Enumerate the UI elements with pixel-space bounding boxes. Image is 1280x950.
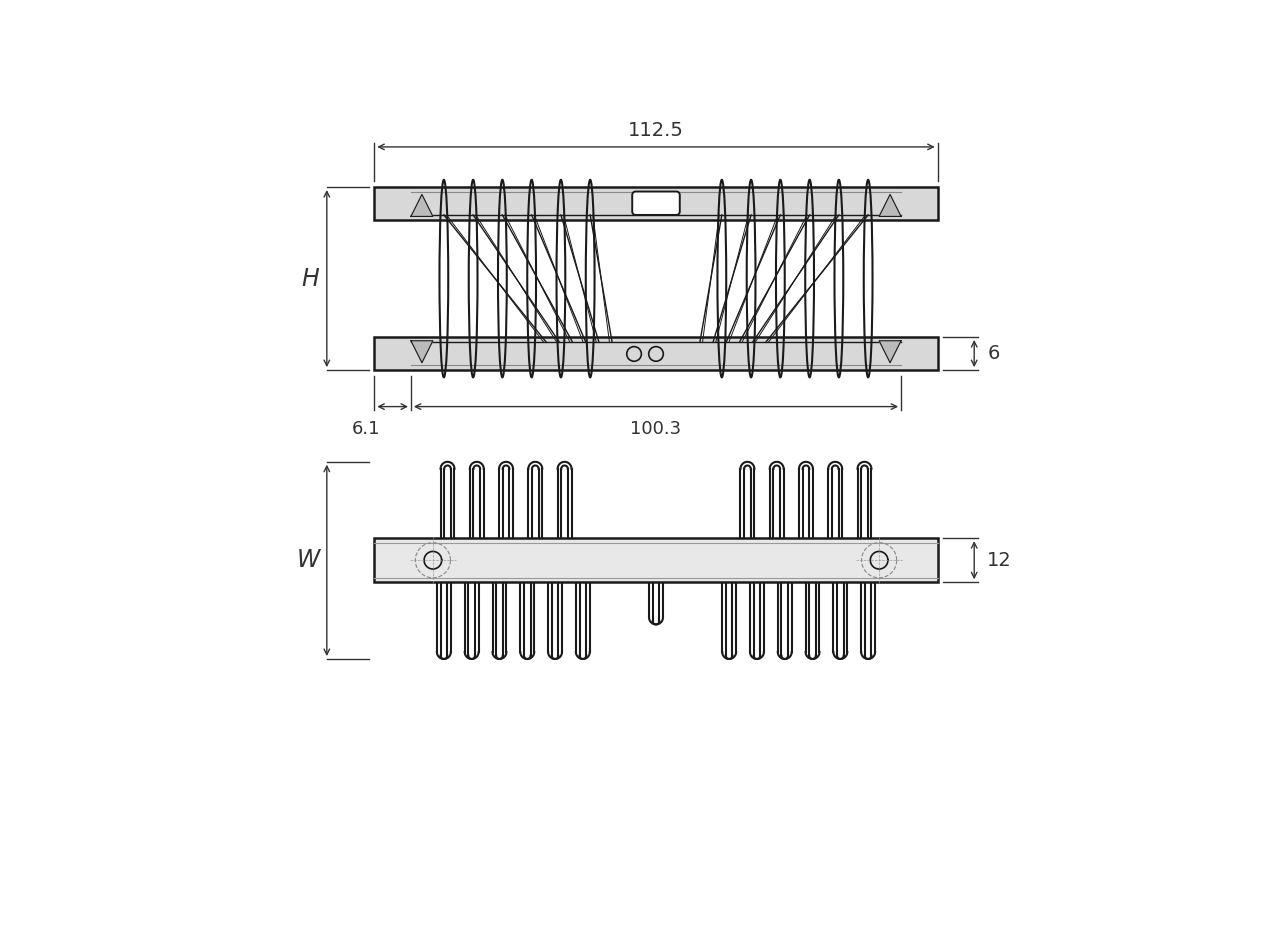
Text: 100.3: 100.3 (631, 420, 681, 438)
Polygon shape (879, 341, 901, 363)
Text: 12: 12 (987, 551, 1012, 570)
Text: H: H (302, 267, 320, 291)
Polygon shape (411, 341, 433, 363)
Text: W: W (297, 548, 320, 572)
Text: 6.1: 6.1 (351, 420, 380, 438)
FancyBboxPatch shape (632, 192, 680, 215)
FancyBboxPatch shape (374, 187, 938, 220)
Polygon shape (411, 195, 433, 217)
Text: 112.5: 112.5 (628, 121, 684, 140)
FancyBboxPatch shape (374, 337, 938, 370)
Polygon shape (879, 195, 901, 217)
FancyBboxPatch shape (374, 539, 938, 582)
Text: 6: 6 (987, 344, 1000, 363)
